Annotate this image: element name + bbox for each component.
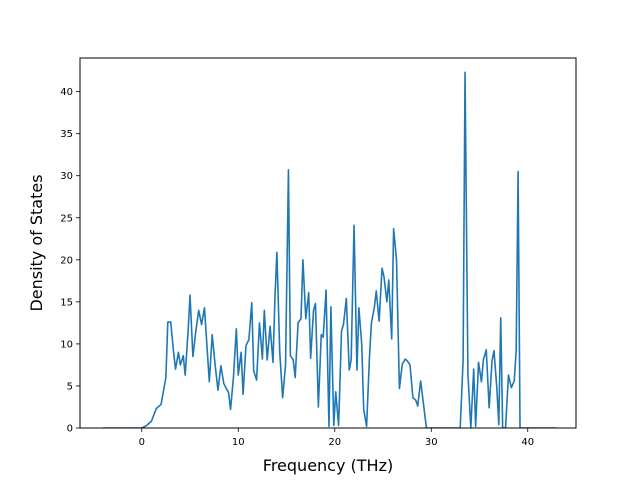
y-tick-label: 5 bbox=[67, 381, 73, 392]
x-tick-label: 20 bbox=[328, 437, 341, 448]
y-tick-label: 15 bbox=[60, 297, 73, 308]
y-tick-label: 20 bbox=[60, 255, 73, 266]
x-tick-label: 30 bbox=[425, 437, 438, 448]
y-tick-label: 25 bbox=[60, 213, 73, 224]
y-axis-ticks: 0 5 10 15 20 25 30 35 40 bbox=[60, 87, 80, 435]
x-axis-label: Frequency (THz) bbox=[263, 456, 393, 475]
x-tick-label: 40 bbox=[521, 437, 534, 448]
y-axis-label: Density of States bbox=[27, 174, 46, 311]
y-tick-label: 30 bbox=[60, 171, 73, 182]
axes-frame bbox=[79, 57, 577, 429]
plot-area bbox=[103, 71, 557, 428]
x-tick-label: 0 bbox=[139, 437, 145, 448]
y-tick-label: 40 bbox=[60, 87, 73, 98]
y-tick-label: 35 bbox=[60, 129, 73, 140]
y-tick-label: 10 bbox=[60, 339, 73, 350]
series-line-0 bbox=[103, 71, 557, 428]
y-tick-label: 0 bbox=[67, 424, 73, 435]
series-layer bbox=[103, 71, 557, 428]
x-tick-label: 10 bbox=[232, 437, 245, 448]
x-axis-ticks: 0 10 20 30 40 bbox=[139, 428, 534, 448]
